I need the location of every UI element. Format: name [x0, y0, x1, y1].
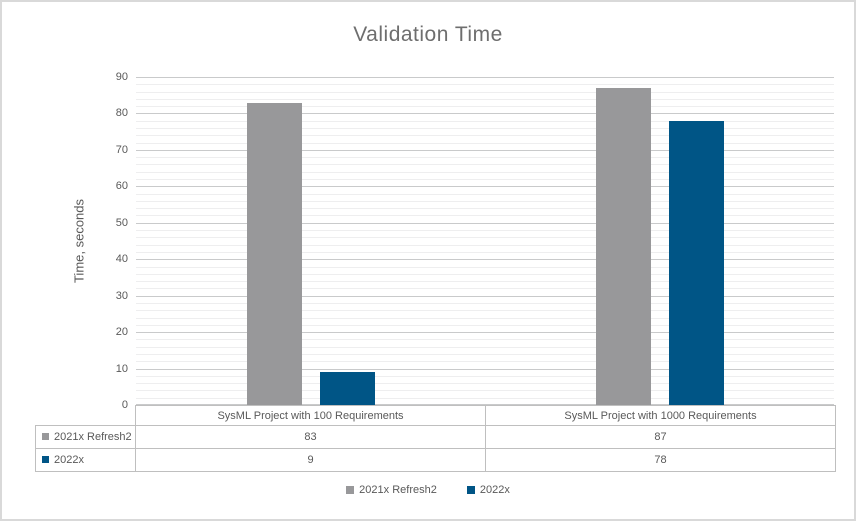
table-row: 2021x Refresh2 83 87 [35, 425, 836, 449]
gridline-minor [136, 398, 834, 399]
gridline-major [136, 296, 834, 297]
chart-bar [320, 372, 375, 405]
y-tick-label: 80 [115, 107, 128, 119]
gridline-minor [136, 135, 834, 136]
gridline-major [136, 332, 834, 333]
gridline-major [136, 77, 834, 78]
gridline-major [136, 113, 834, 114]
gridline-minor [136, 325, 834, 326]
table-corner-cell [36, 406, 136, 426]
y-tick-label: 60 [115, 180, 128, 192]
gridline-major [136, 259, 834, 260]
gridline-minor [136, 164, 834, 165]
gridline-minor [136, 194, 834, 195]
y-tick-label: 30 [115, 290, 128, 302]
gridline-minor [136, 245, 834, 246]
value-cell: 83 [135, 425, 486, 449]
gridline-minor [136, 84, 834, 85]
gridline-minor [136, 318, 834, 319]
legend-item: 2021x Refresh2 [346, 484, 437, 496]
gridline-minor [136, 288, 834, 289]
y-tick-label: 0 [121, 399, 128, 411]
gridline-minor [136, 172, 834, 173]
gridline-major [136, 186, 834, 187]
gridline-minor [136, 208, 834, 209]
y-axis-title: Time, seconds [71, 198, 87, 284]
y-tick-label: 10 [115, 363, 128, 375]
category-header-cell: SysML Project with 100 Requirements [135, 405, 486, 426]
gridline-minor [136, 157, 834, 158]
legend-swatch-icon [346, 486, 355, 494]
data-table: SysML Project with 100 Requirements SysML… [35, 405, 836, 472]
gridline-minor [136, 143, 834, 144]
series-name: 2022x [54, 454, 84, 466]
series-row-header: 2021x Refresh2 [35, 425, 136, 449]
series-name: 2021x Refresh2 [54, 431, 132, 443]
chart-bar [596, 88, 651, 405]
value-cell: 78 [485, 448, 836, 472]
value-cell: 9 [135, 448, 486, 472]
series-row-header: 2022x [35, 448, 136, 472]
y-tick-label: 70 [115, 144, 128, 156]
chart-bar [247, 103, 302, 405]
gridline-minor [136, 252, 834, 253]
gridline-minor [136, 121, 834, 122]
gridline-minor [136, 201, 834, 202]
y-tick-label: 50 [115, 217, 128, 229]
gridline-minor [136, 237, 834, 238]
legend: 2021x Refresh2 2022x [2, 484, 854, 496]
gridline-minor [136, 354, 834, 355]
gridline-major [136, 150, 834, 151]
gridline-minor [136, 376, 834, 377]
gridline-minor [136, 281, 834, 282]
plot-area [136, 77, 834, 405]
y-tick-label: 40 [115, 253, 128, 265]
value-cell: 87 [485, 425, 836, 449]
gridline-major [136, 223, 834, 224]
gridline-minor [136, 106, 834, 107]
gridline-minor [136, 215, 834, 216]
chart-bar [669, 121, 724, 405]
gridline-minor [136, 383, 834, 384]
category-header-cell: SysML Project with 1000 Requirements [485, 405, 836, 426]
series-marker-icon [42, 455, 49, 463]
gridline-minor [136, 99, 834, 100]
legend-swatch-icon [466, 486, 475, 494]
gridline-minor [136, 92, 834, 93]
gridline-minor [136, 230, 834, 231]
gridline-minor [136, 347, 834, 348]
legend-item: 2022x [466, 484, 510, 496]
gridline-major [136, 404, 834, 405]
legend-label: 2022x [479, 484, 510, 496]
gridline-minor [136, 128, 834, 129]
gridline-minor [136, 267, 834, 268]
y-tick-label: 90 [115, 71, 128, 83]
gridline-minor [136, 179, 834, 180]
chart-title: Validation Time [353, 23, 503, 46]
gridline-minor [136, 390, 834, 391]
gridline-minor [136, 303, 834, 304]
gridline-minor [136, 310, 834, 311]
y-tick-label: 20 [115, 326, 128, 338]
table-row: 2022x 9 78 [35, 448, 836, 472]
legend-label: 2021x Refresh2 [359, 484, 437, 496]
series-marker-icon [42, 432, 49, 440]
gridline-major [136, 369, 834, 370]
gridline-minor [136, 339, 834, 340]
gridline-minor [136, 361, 834, 362]
gridline-minor [136, 274, 834, 275]
